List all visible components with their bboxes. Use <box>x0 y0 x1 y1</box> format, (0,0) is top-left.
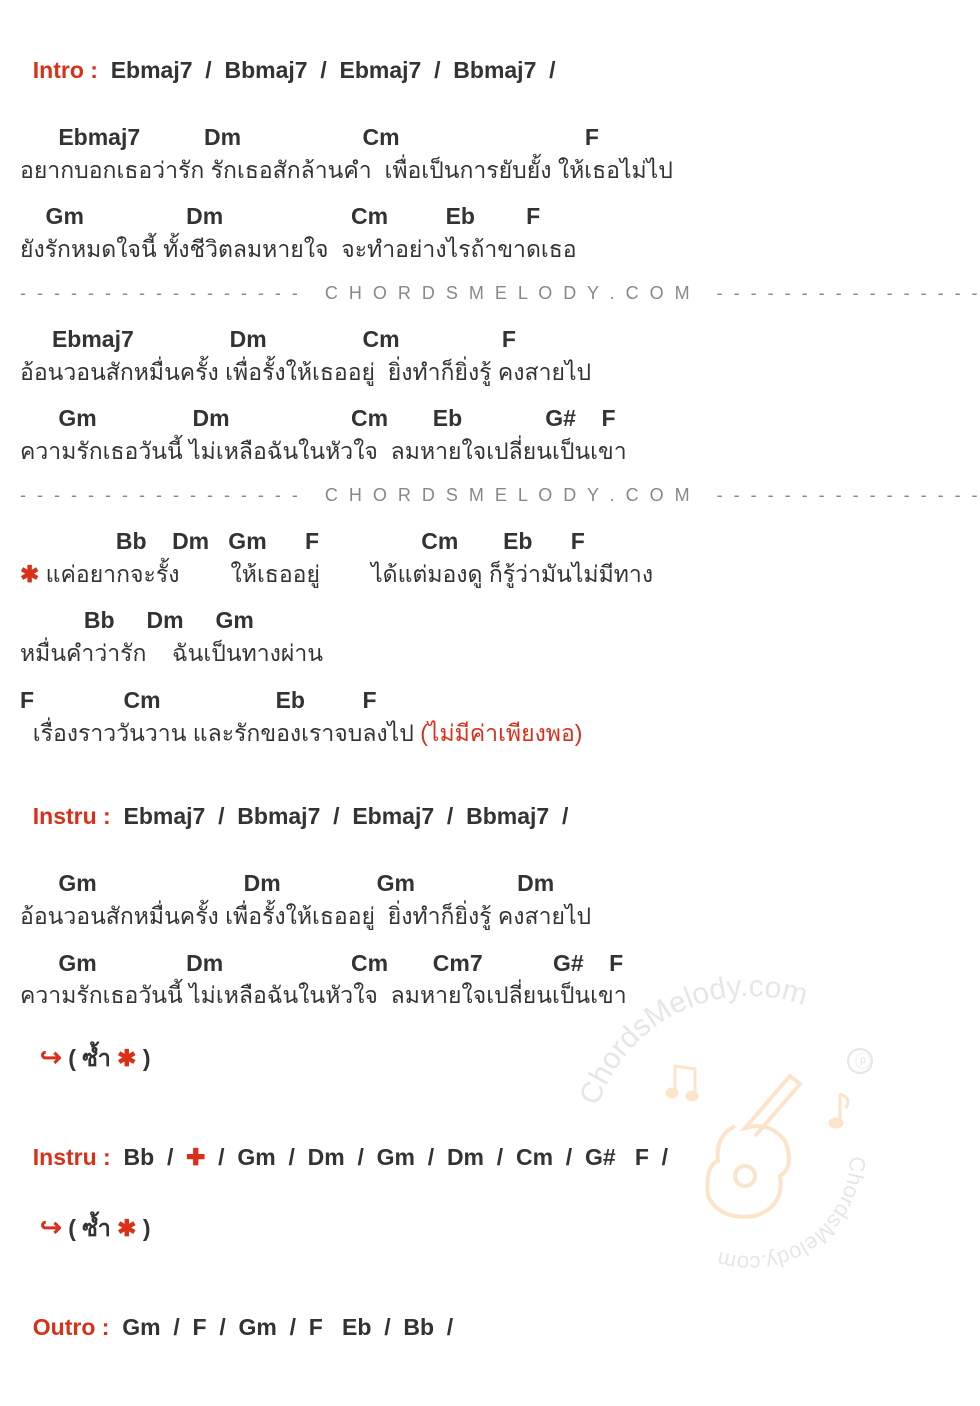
verse2-line2-lyric: ความรักเธอวันนี้ ไม่เหลือฉันในหัวใจ ลมหา… <box>20 437 960 467</box>
repeat2-text: ( ซ้ำ <box>68 1215 117 1241</box>
repeat2-star-icon: ✱ <box>117 1215 136 1241</box>
instru2-before: Bb / <box>111 1144 186 1170</box>
verse1-line1-chords: Ebmaj7 Dm Cm F <box>20 124 960 152</box>
outro-label: Outro : <box>33 1314 110 1340</box>
chorus-line2-lyric: หมื่นคำว่ารัก ฉันเป็นทางผ่าน <box>20 639 960 669</box>
verse1-line2-chords: Gm Dm Cm Eb F <box>20 203 960 231</box>
verse1-line1-lyric: อยากบอกเธอว่ารัก รักเธอสักล้านคำ เพื่อเป… <box>20 156 960 186</box>
repeat2: ↪ ( ซ้ำ ✱ ) <box>40 1211 960 1247</box>
repeat-arrow-icon: ↪ <box>40 1042 62 1073</box>
intro-line: Intro : Ebmaj7 / Bbmaj7 / Ebmaj7 / Bbmaj… <box>20 30 960 84</box>
verse3: Gm Dm Gm Dm อ้อนวอนสักหมื่นครั้ง เพื่อรั… <box>20 870 960 1011</box>
chorus: Bb Dm Gm F Cm Eb F ✱ แค่อยากจะรั้ง ให้เธ… <box>20 528 960 748</box>
repeat-arrow-icon-2: ↪ <box>40 1212 62 1243</box>
verse2-line2-chords: Gm Dm Cm Eb G# F <box>20 405 960 433</box>
repeat1-star-icon: ✱ <box>117 1045 136 1071</box>
repeat1: ↪ ( ซ้ำ ✱ ) <box>40 1041 960 1077</box>
verse2: Ebmaj7 Dm Cm F อ้อนวอนสักหมื่นครั้ง เพื่… <box>20 326 960 467</box>
instru1-line: Instru : Ebmaj7 / Bbmaj7 / Ebmaj7 / Bbma… <box>20 776 960 830</box>
plus-icon: ✚ <box>186 1144 205 1170</box>
verse1: Ebmaj7 Dm Cm F อยากบอกเธอว่ารัก รักเธอสั… <box>20 124 960 265</box>
repeat1-close: ) <box>136 1045 150 1071</box>
instru1-chords: Ebmaj7 / Bbmaj7 / Ebmaj7 / Bbmaj7 / <box>111 803 569 829</box>
verse3-line1-lyric: อ้อนวอนสักหมื่นครั้ง เพื่อรั้งให้เธออยู่… <box>20 902 960 932</box>
verse1-line2-lyric: ยังรักหมดใจนี้ ทั้งชีวิตลมหายใจ จะทำอย่า… <box>20 235 960 265</box>
instru1-label: Instru : <box>33 803 111 829</box>
chorus-line3-text: เรื่องราววันวาน และรักของเราจบลงไป <box>20 720 420 746</box>
instru2-line: Instru : Bb / ✚ / Gm / Dm / Gm / Dm / Cm… <box>20 1117 960 1171</box>
repeat2-close: ) <box>136 1215 150 1241</box>
verse3-line1-chords: Gm Dm Gm Dm <box>20 870 960 898</box>
chorus-line1-text: แค่อยากจะรั้ง ให้เธออยู่ ได้แต่มองดู ก็ร… <box>39 561 653 587</box>
instru2-label: Instru : <box>33 1144 111 1170</box>
chorus-line1-chords: Bb Dm Gm F Cm Eb F <box>20 528 960 556</box>
verse3-line2-chords: Gm Dm Cm Cm7 G# F <box>20 950 960 978</box>
chorus-star-icon: ✱ <box>20 561 39 587</box>
chorus-line2-chords: Bb Dm Gm <box>20 607 960 635</box>
chorus-line3-lyric: เรื่องราววันวาน และรักของเราจบลงไป (ไม่ม… <box>20 719 960 749</box>
verse2-line1-chords: Ebmaj7 Dm Cm F <box>20 326 960 354</box>
outro-chords: Gm / F / Gm / F Eb / Bb / <box>109 1314 453 1340</box>
divider-1: - - - - - - - - - - - - - - - - - C H O … <box>20 283 960 304</box>
chorus-line3-paren: (ไม่มีค่าเพียงพอ) <box>420 720 582 746</box>
chorus-line3-chords: F Cm Eb F <box>20 687 960 715</box>
verse2-line1-lyric: อ้อนวอนสักหมื่นครั้ง เพื่อรั้งให้เธออยู่… <box>20 358 960 388</box>
intro-label: Intro : <box>33 57 98 83</box>
divider-2: - - - - - - - - - - - - - - - - - C H O … <box>20 485 960 506</box>
repeat1-text: ( ซ้ำ <box>68 1045 117 1071</box>
instru2-after: / Gm / Dm / Gm / Dm / Cm / G# F / <box>205 1144 668 1170</box>
verse3-line2-lyric: ความรักเธอวันนี้ ไม่เหลือฉันในหัวใจ ลมหา… <box>20 981 960 1011</box>
chorus-line1-lyric: ✱ แค่อยากจะรั้ง ให้เธออยู่ ได้แต่มองดู ก… <box>20 560 960 590</box>
intro-chords: Ebmaj7 / Bbmaj7 / Ebmaj7 / Bbmaj7 / <box>98 57 556 83</box>
outro-line: Outro : Gm / F / Gm / F Eb / Bb / <box>20 1287 960 1341</box>
